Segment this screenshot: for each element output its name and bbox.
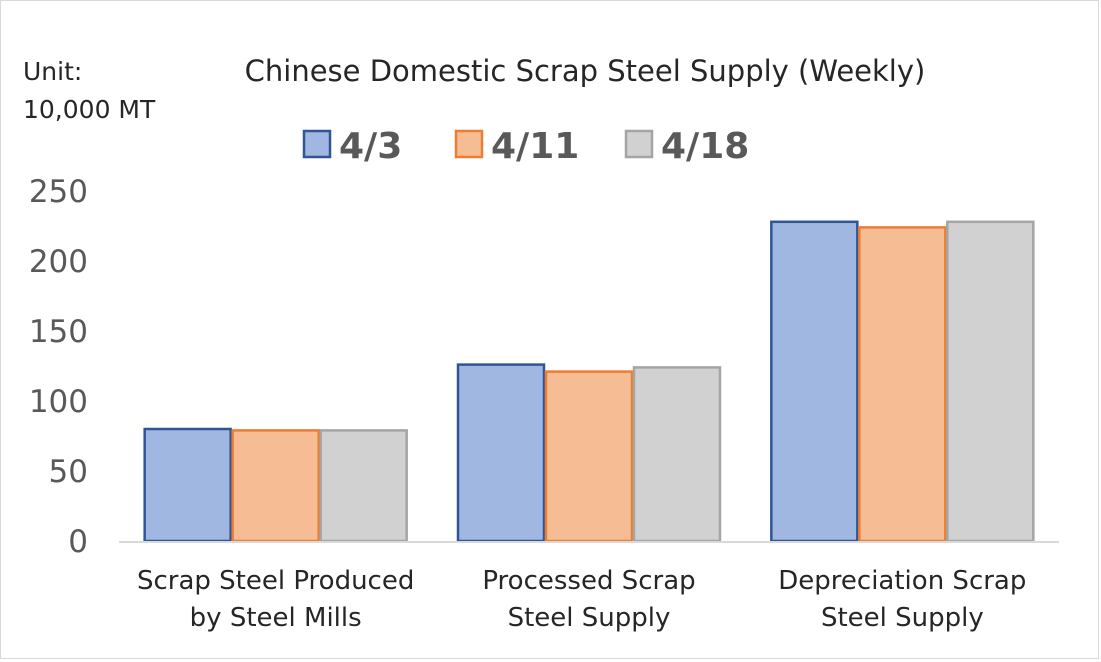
bar-4-3-1 [456, 363, 546, 543]
bar-4-3-0 [143, 427, 232, 543]
bar-4-18-2 [946, 220, 1035, 543]
y-tick-label: 50 [49, 454, 88, 490]
bar-4-3-2 [770, 220, 859, 543]
legend-swatch-4-3 [302, 129, 332, 159]
bars-group [143, 220, 1035, 543]
y-tick-label: 150 [29, 314, 88, 350]
x-axis: Scrap Steel Produced by Steel Mills Proces… [137, 566, 1026, 633]
x-tick-label: Steel Supply [821, 603, 984, 633]
bar-4-18-0 [319, 429, 408, 543]
bar-4-11-0 [231, 429, 320, 543]
legend-swatch-4-11 [454, 129, 484, 159]
chart-title: Chinese Domestic Scrap Steel Supply (Wee… [245, 54, 926, 88]
unit-label-line-1: Unit: [23, 57, 82, 86]
legend: 4/3 4/11 4/18 [302, 126, 749, 167]
y-tick-label: 0 [68, 524, 88, 560]
y-tick-label: 100 [29, 384, 88, 420]
legend-label: 4/3 [339, 126, 402, 167]
x-tick-label: Depreciation Scrap [778, 566, 1026, 596]
legend-label: 4/18 [661, 126, 749, 167]
y-tick-label: 250 [29, 174, 88, 210]
legend-swatch-4-18 [624, 129, 654, 159]
x-tick-label: by Steel Mills [190, 603, 362, 633]
bar-4-11-2 [858, 226, 947, 543]
y-tick-label: 200 [29, 244, 88, 280]
y-axis: 0 50 100 150 200 250 [29, 174, 88, 560]
x-tick-label: Steel Supply [508, 603, 671, 633]
bar-4-18-1 [632, 366, 722, 543]
unit-label-line-2: 10,000 MT [23, 95, 156, 124]
x-tick-label: Scrap Steel Produced [137, 566, 414, 596]
legend-label: 4/11 [491, 126, 579, 167]
bar-4-11-1 [544, 370, 634, 543]
x-tick-label: Processed Scrap [482, 566, 695, 596]
